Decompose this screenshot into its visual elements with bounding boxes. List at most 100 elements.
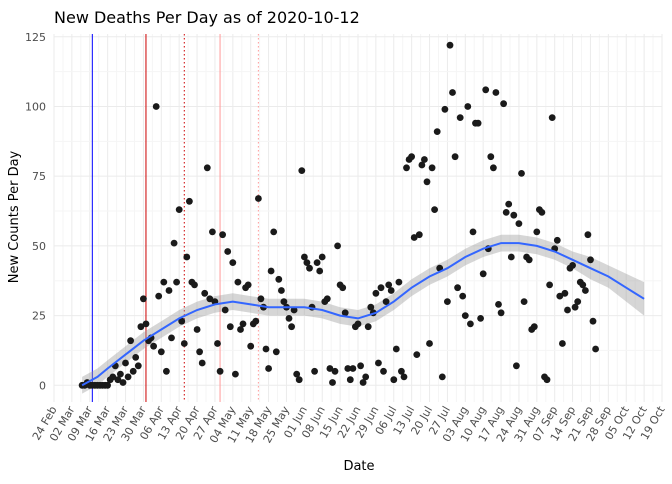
data-point (173, 278, 181, 286)
data-point (387, 287, 395, 294)
data-point (247, 342, 255, 350)
data-point (229, 259, 237, 266)
data-point (272, 348, 280, 356)
data-point (191, 281, 198, 289)
reference-lines (91, 34, 259, 402)
data-point (479, 270, 487, 278)
data-point (495, 301, 502, 308)
data-point (278, 287, 285, 294)
data-point (221, 306, 229, 314)
data-point (584, 231, 592, 239)
data-point (354, 320, 362, 328)
data-point (339, 284, 347, 292)
data-point (589, 317, 597, 325)
data-point (423, 178, 431, 186)
data-point (482, 86, 490, 94)
data-point (275, 275, 283, 283)
data-point (295, 376, 303, 384)
data-point (357, 362, 364, 370)
chart-title: New Deaths Per Day as of 2020-10-12 (54, 8, 360, 27)
data-points (78, 41, 599, 389)
data-point (467, 320, 474, 328)
data-point (157, 348, 165, 356)
data-point (385, 281, 393, 289)
data-point (224, 248, 232, 255)
data-point (165, 287, 173, 294)
data-point (520, 298, 528, 305)
data-point (140, 295, 147, 303)
data-point (196, 348, 204, 356)
y-tick-label: 50 (32, 240, 46, 253)
data-point (441, 105, 449, 113)
data-point (303, 259, 311, 266)
data-point (464, 103, 472, 110)
data-point (137, 323, 145, 331)
data-point (239, 320, 247, 328)
data-point (318, 253, 326, 261)
smooth-line (81, 242, 645, 387)
data-point (255, 195, 262, 202)
data-point (346, 376, 354, 384)
data-point (270, 228, 278, 236)
data-point (530, 323, 538, 331)
data-point (502, 209, 510, 216)
data-point (490, 164, 497, 172)
data-point (548, 114, 556, 121)
data-point (553, 236, 561, 244)
data-point (574, 298, 582, 305)
data-point (449, 89, 456, 96)
y-tick-label: 125 (25, 31, 46, 44)
data-point (134, 362, 142, 370)
data-point (155, 292, 163, 300)
data-point (510, 211, 518, 219)
data-point (216, 367, 224, 375)
data-point (129, 367, 137, 375)
data-point (451, 153, 459, 161)
data-point (206, 295, 214, 303)
data-point (280, 298, 288, 305)
data-point (198, 359, 206, 367)
grid (53, 34, 663, 402)
data-point (226, 323, 234, 331)
y-axis-ticks: 0 25 50 75 100 125 (25, 31, 46, 392)
data-point (237, 326, 244, 333)
data-point (500, 100, 507, 108)
data-point (265, 365, 272, 372)
data-point (344, 365, 352, 372)
data-point (252, 317, 260, 325)
data-point (244, 281, 252, 289)
data-point (150, 342, 158, 350)
data-point (461, 312, 469, 319)
data-point (556, 292, 564, 300)
data-point (497, 309, 505, 317)
data-point (525, 256, 533, 264)
x-axis-title: Date (343, 459, 374, 474)
data-point (341, 309, 349, 317)
data-point (367, 303, 375, 311)
data-point (329, 379, 336, 386)
data-point (454, 284, 461, 292)
data-point (234, 278, 242, 286)
data-point (459, 292, 467, 300)
confidence-band (82, 234, 645, 394)
data-point (569, 262, 576, 269)
data-point (311, 367, 318, 375)
data-point (444, 298, 451, 305)
data-point (119, 379, 127, 386)
data-point (293, 370, 301, 378)
data-point (288, 323, 295, 331)
data-point (175, 206, 183, 214)
y-tick-label: 75 (32, 170, 46, 183)
data-point (546, 281, 553, 289)
data-point (377, 284, 385, 292)
data-point (410, 234, 418, 241)
data-point (203, 164, 211, 172)
data-point (326, 365, 334, 372)
data-point (362, 373, 370, 381)
data-point (513, 362, 520, 370)
data-point (571, 303, 579, 311)
confidence-band-area (82, 234, 645, 394)
data-point (487, 153, 495, 161)
